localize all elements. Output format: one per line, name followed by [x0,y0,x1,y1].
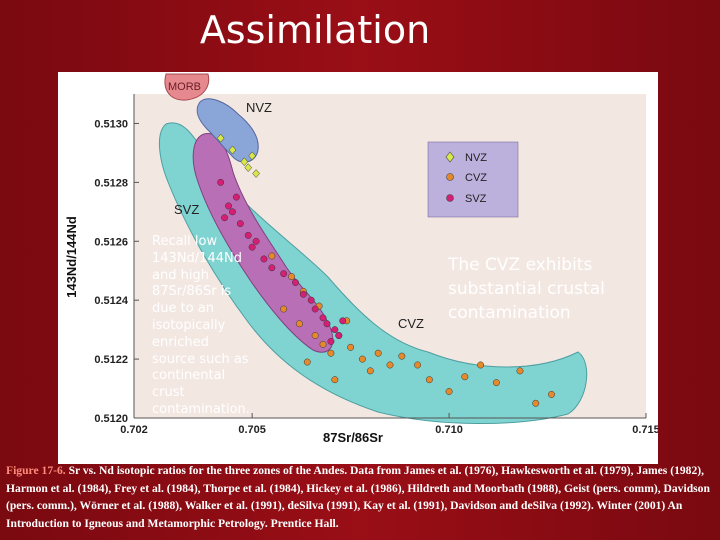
nvz-point [252,169,260,178]
morb-field [164,73,210,101]
x-tick-label: 0.710 [435,424,463,436]
legend-box [427,141,519,218]
legend-svz-marker [446,194,454,202]
y-tick-label: 0.5128 [94,177,128,189]
x-tick-label: 0.715 [632,424,658,436]
cvz-point [280,305,288,313]
cvz-point [374,349,382,357]
cvz-point [358,355,366,363]
svz-field [192,133,334,353]
svz-point [232,193,240,201]
svz-point [327,337,335,345]
isotope-figure: MORB NVZ SVZ CVZ NVZ CVZ SVZ 0.702 0.705 0… [58,72,658,464]
cvz-point [295,320,303,328]
svz-point [311,305,319,313]
svz-point [323,320,331,328]
svz-point [331,326,339,334]
cvz-point [532,399,540,407]
svz-point [248,243,256,251]
y-tick-label: 0.5120 [94,413,128,425]
recall-note: Recall low 143Nd/144Nd and high 87Sr/86S… [152,234,250,417]
cvz-point [425,376,433,384]
y-tick-label: 0.5124 [94,295,129,307]
cvz-point [303,358,311,366]
caption-body: Sr vs. Nd isotopic ratios for the three … [6,464,710,530]
cvz-point [311,332,319,339]
svz-point [335,332,343,339]
cvz-point [268,252,276,260]
caption-lead: Figure 17-6. [6,464,66,477]
svz-point [225,202,232,210]
nvz-label: NVZ [246,100,272,115]
figure-caption: Figure 17-6. Sr vs. Nd isotopic ratios f… [6,462,714,532]
svz-point [292,279,299,286]
cvz-point [477,361,485,369]
cvz-point [331,376,339,384]
svz-point [217,178,225,186]
svz-point [260,255,268,263]
cvz-label: CVZ [398,316,424,331]
cvz-point [492,379,500,387]
svz-point [307,296,315,304]
y-tick-label: 0.5122 [94,354,128,366]
isotope-chart: MORB NVZ SVZ CVZ NVZ CVZ SVZ 0.702 0.705 0… [64,73,658,445]
cvz-point [461,373,469,381]
nvz-point [248,151,256,161]
svz-label: SVZ [174,202,199,217]
cvz-point [347,343,355,351]
legend-cvz-text: CVZ [465,172,487,184]
svz-point [236,220,244,228]
cvz-point [319,340,327,348]
y-tick-label: 0.5130 [94,118,128,130]
svz-point [280,270,288,278]
x-axis-title: 87Sr/86Sr [323,430,383,445]
cvz-point [386,361,394,369]
y-axis-title: 143Nd/144Nd [64,216,79,298]
x-tick-label: 0.705 [238,424,266,436]
legend-nvz-marker [445,151,455,163]
cvz-point [445,388,453,395]
svz-point [339,317,347,325]
svz-point [221,214,229,222]
nvz-point [228,145,237,155]
y-tick-label: 0.5126 [94,236,128,248]
svz-point [299,290,307,298]
slide-title: Assimilation [199,8,431,52]
svz-point [244,231,252,239]
x-tick-label: 0.702 [120,424,148,436]
nvz-field [196,98,259,163]
cvz-point [327,349,335,357]
svz-point [319,314,327,322]
svz-point [229,208,236,216]
legend-svz-text: SVZ [465,193,487,205]
cvz-point [516,367,524,375]
nvz-point [240,157,249,167]
legend-cvz-marker [446,173,454,181]
cvz-point [414,361,422,369]
cvz-point [288,273,295,281]
nvz-point [216,133,225,143]
cvz-point [366,367,374,375]
legend-nvz-text: NVZ [465,152,487,164]
nvz-point [244,163,253,173]
cvz-point [548,390,555,398]
cvz-callout: The CVZ exhibits substantial crustal con… [448,255,605,323]
svz-point [252,237,260,245]
cvz-point [398,352,406,360]
svz-point [268,264,276,272]
morb-label: MORB [168,81,201,93]
